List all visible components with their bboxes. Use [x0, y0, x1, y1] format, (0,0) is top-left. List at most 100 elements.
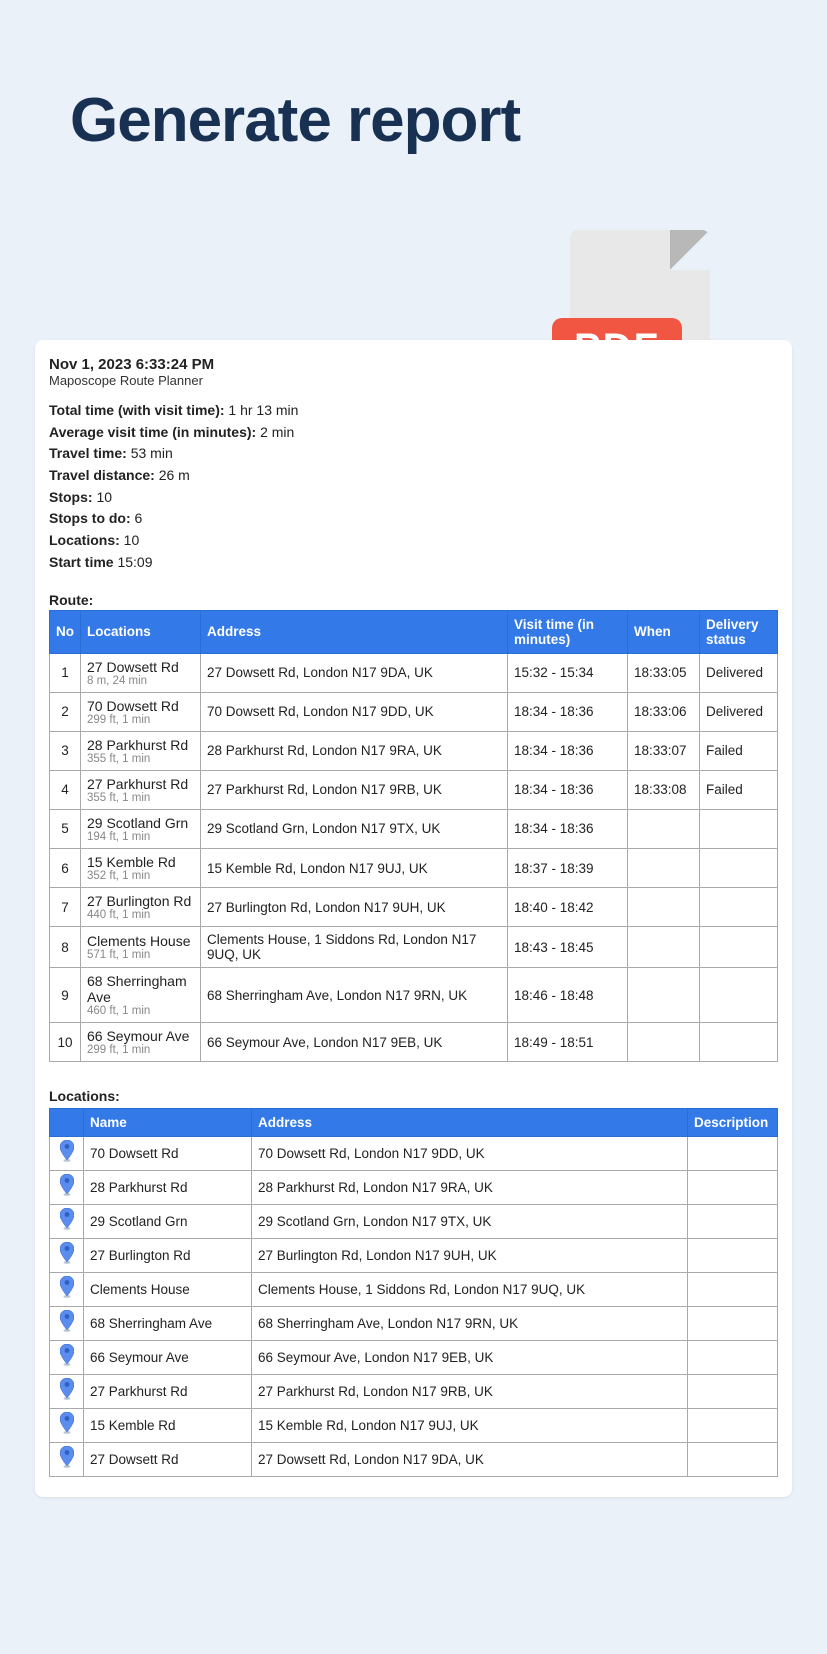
location-name: Clements House	[84, 1273, 252, 1307]
table-row: 270 Dowsett Rd299 ft, 1 min70 Dowsett Rd…	[50, 692, 778, 731]
location-pin-cell	[50, 1443, 84, 1477]
map-pin-icon	[60, 1378, 74, 1402]
location-address: 27 Dowsett Rd, London N17 9DA, UK	[252, 1443, 688, 1477]
location-pin-cell	[50, 1205, 84, 1239]
route-location: 27 Parkhurst Rd355 ft, 1 min	[81, 770, 201, 809]
location-pin-cell	[50, 1171, 84, 1205]
route-status: Failed	[700, 731, 778, 770]
report-card: Nov 1, 2023 6:33:24 PM Maposcope Route P…	[35, 340, 792, 1497]
route-visit: 18:49 - 18:51	[508, 1023, 628, 1062]
stat-label: Start time	[49, 554, 114, 570]
table-row: 529 Scotland Grn194 ft, 1 min29 Scotland…	[50, 809, 778, 848]
location-name: 27 Dowsett Rd	[84, 1443, 252, 1477]
route-location: 28 Parkhurst Rd355 ft, 1 min	[81, 731, 201, 770]
locations-header: Description	[688, 1109, 778, 1137]
location-address: 15 Kemble Rd, London N17 9UJ, UK	[252, 1409, 688, 1443]
location-pin-cell	[50, 1307, 84, 1341]
route-address: 68 Sherringham Ave, London N17 9RN, UK	[201, 968, 508, 1023]
route-no: 2	[50, 692, 81, 731]
stat-value: 53 min	[127, 445, 173, 461]
location-pin-cell	[50, 1409, 84, 1443]
locations-header	[50, 1109, 84, 1137]
stat-value: 6	[131, 510, 143, 526]
route-header: Visit time (in minutes)	[508, 610, 628, 653]
location-address: 27 Burlington Rd, London N17 9UH, UK	[252, 1239, 688, 1273]
stat-value: 10	[93, 489, 112, 505]
route-header: When	[628, 610, 700, 653]
location-address: 27 Parkhurst Rd, London N17 9RB, UK	[252, 1375, 688, 1409]
location-address: 28 Parkhurst Rd, London N17 9RA, UK	[252, 1171, 688, 1205]
stat-label: Travel distance:	[49, 467, 155, 483]
route-header: Locations	[81, 610, 201, 653]
table-row: 15 Kemble Rd15 Kemble Rd, London N17 9UJ…	[50, 1409, 778, 1443]
location-name: 27 Parkhurst Rd	[84, 1375, 252, 1409]
location-pin-cell	[50, 1239, 84, 1273]
route-address: 27 Parkhurst Rd, London N17 9RB, UK	[201, 770, 508, 809]
table-row: 615 Kemble Rd352 ft, 1 min15 Kemble Rd, …	[50, 848, 778, 887]
route-no: 9	[50, 968, 81, 1023]
location-address: 29 Scotland Grn, London N17 9TX, UK	[252, 1205, 688, 1239]
table-row: 66 Seymour Ave66 Seymour Ave, London N17…	[50, 1341, 778, 1375]
page-title: Generate report	[0, 0, 827, 156]
stats-block: Total time (with visit time): 1 hr 13 mi…	[49, 400, 778, 574]
route-location: 70 Dowsett Rd299 ft, 1 min	[81, 692, 201, 731]
location-description	[688, 1171, 778, 1205]
route-header: Address	[201, 610, 508, 653]
table-row: 68 Sherringham Ave68 Sherringham Ave, Lo…	[50, 1307, 778, 1341]
map-pin-icon	[60, 1446, 74, 1470]
route-when	[628, 968, 700, 1023]
map-pin-icon	[60, 1412, 74, 1436]
route-status: Delivered	[700, 653, 778, 692]
locations-header: Name	[84, 1109, 252, 1137]
map-pin-icon	[60, 1140, 74, 1164]
route-no: 4	[50, 770, 81, 809]
locations-header: Address	[252, 1109, 688, 1137]
table-row: 70 Dowsett Rd70 Dowsett Rd, London N17 9…	[50, 1137, 778, 1171]
route-address: 15 Kemble Rd, London N17 9UJ, UK	[201, 848, 508, 887]
location-pin-cell	[50, 1341, 84, 1375]
location-pin-cell	[50, 1273, 84, 1307]
location-address: 66 Seymour Ave, London N17 9EB, UK	[252, 1341, 688, 1375]
route-no: 3	[50, 731, 81, 770]
location-description	[688, 1341, 778, 1375]
map-pin-icon	[60, 1344, 74, 1368]
map-pin-icon	[60, 1208, 74, 1232]
stat-label: Total time (with visit time):	[49, 402, 225, 418]
table-row: 29 Scotland Grn29 Scotland Grn, London N…	[50, 1205, 778, 1239]
route-status	[700, 1023, 778, 1062]
location-name: 28 Parkhurst Rd	[84, 1171, 252, 1205]
route-status	[700, 888, 778, 927]
table-row: Clements HouseClements House, 1 Siddons …	[50, 1273, 778, 1307]
route-visit: 18:40 - 18:42	[508, 888, 628, 927]
route-when: 18:33:08	[628, 770, 700, 809]
map-pin-icon	[60, 1310, 74, 1334]
route-location: 68 Sherringham Ave460 ft, 1 min	[81, 968, 201, 1023]
location-description	[688, 1273, 778, 1307]
location-pin-cell	[50, 1137, 84, 1171]
report-subtitle: Maposcope Route Planner	[49, 373, 778, 388]
route-address: 66 Seymour Ave, London N17 9EB, UK	[201, 1023, 508, 1062]
route-visit: 18:34 - 18:36	[508, 770, 628, 809]
location-name: 15 Kemble Rd	[84, 1409, 252, 1443]
table-row: 328 Parkhurst Rd355 ft, 1 min28 Parkhurs…	[50, 731, 778, 770]
route-status: Failed	[700, 770, 778, 809]
map-pin-icon	[60, 1174, 74, 1198]
route-header: Delivery status	[700, 610, 778, 653]
table-row: 27 Burlington Rd27 Burlington Rd, London…	[50, 1239, 778, 1273]
table-row: 27 Parkhurst Rd27 Parkhurst Rd, London N…	[50, 1375, 778, 1409]
route-address: 27 Dowsett Rd, London N17 9DA, UK	[201, 653, 508, 692]
stat-label: Average visit time (in minutes):	[49, 424, 256, 440]
location-name: 70 Dowsett Rd	[84, 1137, 252, 1171]
location-description	[688, 1375, 778, 1409]
map-pin-icon	[60, 1242, 74, 1266]
stat-value: 10	[120, 532, 139, 548]
stat-value: 1 hr 13 min	[225, 402, 299, 418]
location-description	[688, 1239, 778, 1273]
route-when	[628, 848, 700, 887]
route-visit: 18:43 - 18:45	[508, 927, 628, 968]
table-row: 127 Dowsett Rd8 m, 24 min27 Dowsett Rd, …	[50, 653, 778, 692]
stat-label: Locations:	[49, 532, 120, 548]
stat-label: Stops to do:	[49, 510, 131, 526]
route-no: 7	[50, 888, 81, 927]
route-status: Delivered	[700, 692, 778, 731]
